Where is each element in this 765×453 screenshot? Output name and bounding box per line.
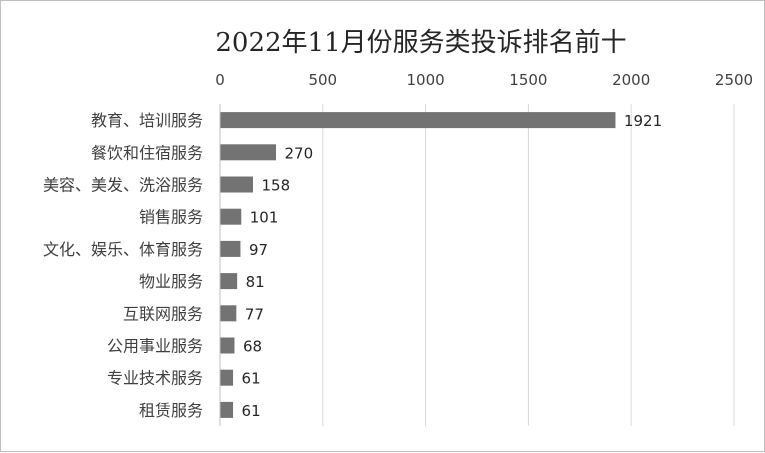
data-label: 77 xyxy=(245,305,264,323)
category-label: 销售服务 xyxy=(139,208,203,227)
bar xyxy=(220,144,277,161)
bars xyxy=(220,112,616,418)
category-label: 物业服务 xyxy=(139,272,203,291)
x-tick-label: 2000 xyxy=(612,71,650,89)
x-tick-label: 1000 xyxy=(407,71,445,89)
x-tick-label: 1500 xyxy=(509,71,547,89)
bar xyxy=(220,401,234,418)
bar xyxy=(220,112,616,129)
bar xyxy=(220,240,241,257)
x-tick-label: 0 xyxy=(215,71,225,89)
data-label: 68 xyxy=(243,338,262,356)
category-label: 美容、美发、洗浴服务 xyxy=(43,176,203,195)
data-label: 101 xyxy=(250,209,279,227)
data-label: 1921 xyxy=(624,112,662,130)
data-label: 97 xyxy=(249,241,268,259)
data-label: 270 xyxy=(285,144,314,162)
data-labels: 1921 270 158 101 97 81 77 68 61 61 xyxy=(242,112,663,420)
category-labels: 教育、培训服务餐饮和住宿服务美容、美发、洗浴服务销售服务文化、娱乐、体育服务物业… xyxy=(43,111,203,420)
category-label: 文化、娱乐、体育服务 xyxy=(43,240,203,259)
category-label: 餐饮和住宿服务 xyxy=(91,143,203,162)
x-tick-labels: 0 500 1000 1500 2000 2500 xyxy=(215,71,753,89)
data-label: 61 xyxy=(242,370,261,388)
bar xyxy=(220,369,234,386)
category-label: 租赁服务 xyxy=(139,401,203,420)
chart-title: 2022年11月份服务类投诉排名前十 xyxy=(215,28,626,58)
grid-layer xyxy=(219,104,735,426)
bar xyxy=(220,208,242,225)
category-label: 公用事业服务 xyxy=(107,337,203,356)
category-label: 专业技术服务 xyxy=(107,369,203,388)
x-tick-label: 2500 xyxy=(715,71,753,89)
data-label: 81 xyxy=(246,273,265,291)
bar xyxy=(220,273,238,290)
bar xyxy=(220,337,235,354)
category-label: 互联网服务 xyxy=(123,304,203,323)
bar xyxy=(220,305,237,322)
data-label: 158 xyxy=(261,177,290,195)
bar xyxy=(220,176,253,193)
x-tick-label: 500 xyxy=(308,71,337,89)
category-label: 教育、培训服务 xyxy=(91,111,203,130)
data-label: 61 xyxy=(242,402,261,420)
